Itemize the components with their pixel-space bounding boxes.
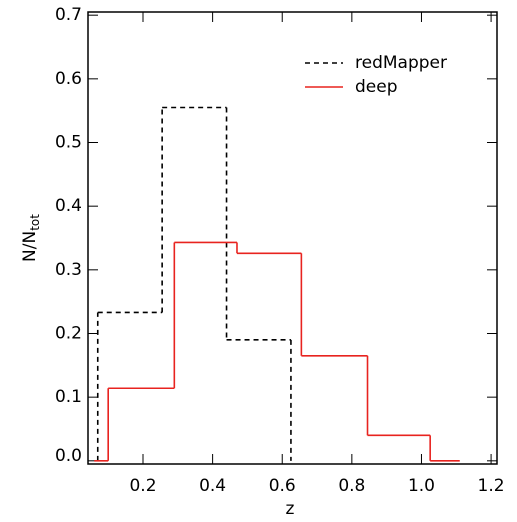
x-axis-label: z — [286, 499, 295, 519]
x-tick-label: 1.0 — [408, 476, 435, 496]
y-tick-label: 0.5 — [55, 133, 82, 153]
x-tick-label: 0.6 — [269, 476, 296, 496]
y-axis-label-sub: tot — [28, 214, 42, 231]
plot-frame — [87, 11, 498, 465]
legend-label: redMapper — [355, 53, 447, 73]
x-tick-label: 1.2 — [478, 476, 505, 496]
x-tick-label: 0.2 — [129, 476, 156, 496]
x-tick-label: 0.4 — [199, 476, 226, 496]
y-tick-label: 0.6 — [55, 69, 82, 89]
y-tick-label: 0.2 — [55, 323, 82, 343]
y-tick-label: 0.3 — [55, 260, 82, 280]
y-axis-label: N/Ntot — [20, 214, 42, 262]
y-axis-label-main: N/N — [20, 231, 40, 262]
y-tick-label: 0.1 — [55, 387, 82, 407]
y-tick-label: 0.0 — [55, 446, 82, 466]
y-tick-label: 0.4 — [55, 196, 82, 216]
legend-label: deep — [355, 77, 398, 97]
y-tick-label: 0.7 — [55, 5, 82, 25]
x-tick-label: 0.8 — [338, 476, 365, 496]
